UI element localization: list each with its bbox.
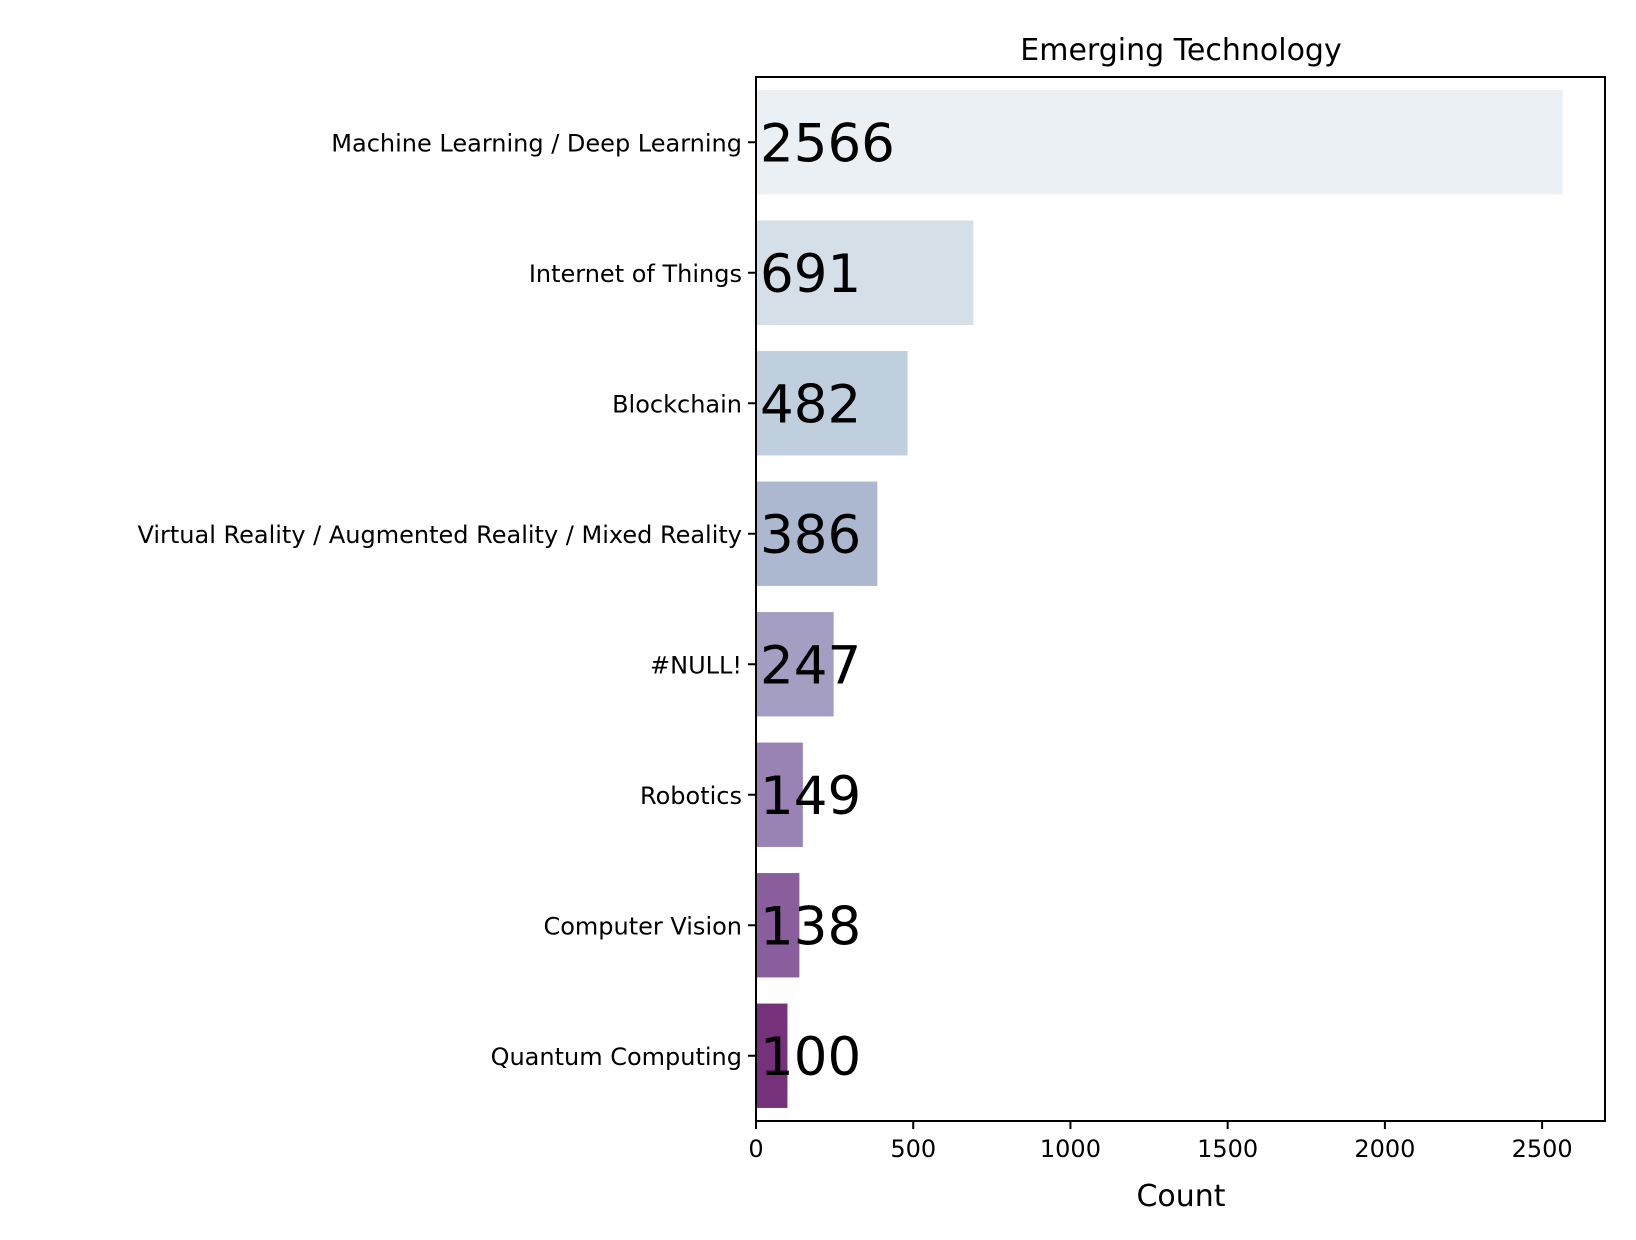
data-labels-group: 2566 691 482 386 247 149 138 100 bbox=[760, 113, 895, 1088]
y-tick-label: #NULL! bbox=[650, 651, 742, 679]
y-tick-label: Quantum Computing bbox=[491, 1043, 742, 1071]
y-tick-label: Robotics bbox=[640, 782, 742, 810]
y-tick-label: Internet of Things bbox=[529, 260, 742, 288]
data-label: 386 bbox=[760, 505, 861, 566]
y-axis: Machine Learning / Deep Learning Internet… bbox=[137, 129, 756, 1071]
bar bbox=[756, 90, 1563, 195]
bar bbox=[756, 481, 878, 586]
y-tick-label: Virtual Reality / Augmented Reality / Mi… bbox=[137, 521, 742, 549]
bar bbox=[756, 351, 908, 456]
data-label: 691 bbox=[760, 244, 861, 305]
x-axis-label: Count bbox=[1136, 1179, 1225, 1214]
plot-frame bbox=[755, 76, 1606, 1122]
y-tick-label: Computer Vision bbox=[543, 912, 742, 940]
bar bbox=[756, 612, 834, 717]
x-tick-label: 0 bbox=[748, 1135, 763, 1163]
x-tick-label: 2000 bbox=[1354, 1135, 1415, 1163]
y-tick-label: Blockchain bbox=[612, 390, 742, 418]
y-tick-label: Machine Learning / Deep Learning bbox=[331, 129, 742, 157]
data-label: 482 bbox=[760, 374, 861, 435]
x-tick-label: 500 bbox=[890, 1135, 936, 1163]
data-label: 138 bbox=[760, 896, 861, 957]
x-tick-label: 2500 bbox=[1512, 1135, 1573, 1163]
x-axis: 0 500 1000 1500 2000 2500 bbox=[748, 1121, 1573, 1163]
x-tick-label: 1500 bbox=[1197, 1135, 1258, 1163]
chart-title: Emerging Technology bbox=[1020, 33, 1341, 68]
bar bbox=[756, 873, 800, 978]
data-label: 247 bbox=[760, 635, 861, 696]
data-label: 100 bbox=[760, 1027, 861, 1088]
bar bbox=[756, 742, 803, 847]
bars-group bbox=[756, 90, 1563, 1108]
data-label: 149 bbox=[760, 766, 861, 827]
bar bbox=[756, 220, 974, 325]
bar bbox=[756, 1003, 788, 1108]
data-label: 2566 bbox=[760, 113, 895, 174]
x-tick-label: 1000 bbox=[1040, 1135, 1101, 1163]
